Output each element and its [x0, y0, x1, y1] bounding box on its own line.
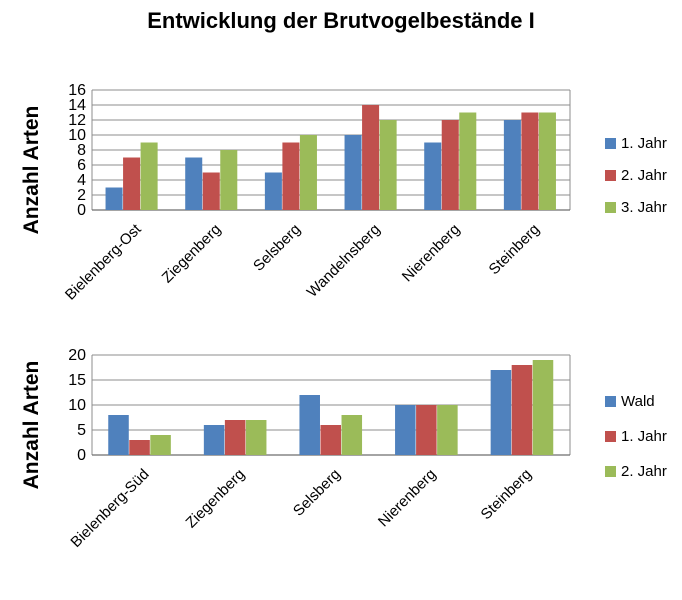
chart1-bar-bielenberg-ost-series1 — [105, 187, 123, 210]
chart1-bar-nierenberg-series1 — [424, 142, 442, 210]
chart1-bar-selsberg-series3 — [299, 135, 317, 210]
chart1-legend-swatch — [605, 138, 616, 149]
chart1-ytick-label: 16 — [68, 82, 86, 99]
chart2-bar-steinberg-series2 — [511, 365, 533, 455]
chart2-bar-selsberg-series1 — [299, 395, 320, 455]
chart1-category-label: Bielenberg-Ost — [62, 220, 145, 303]
chart1-ytick-label: 6 — [77, 157, 86, 174]
chart2-bar-bielenberg-süd-series3 — [150, 435, 171, 455]
chart1-bar-wandelnsberg-series1 — [344, 135, 362, 210]
chart2-ytick-label: 5 — [77, 422, 86, 439]
chart1-category-label: Steinberg — [486, 221, 543, 278]
chart1-bar-steinberg-series1 — [503, 120, 521, 210]
chart2-ytick-label: 10 — [68, 397, 86, 414]
chart2-legend-label: 2. Jahr — [621, 463, 667, 480]
chart1-category-label: Selsberg — [250, 221, 304, 275]
chart2-ytick-label: 15 — [68, 372, 86, 389]
chart2-bar-selsberg-series2 — [320, 425, 342, 455]
chart1-bar-selsberg-series1 — [264, 172, 282, 210]
chart1-ytick-label: 14 — [68, 97, 86, 114]
chart-title: Entwicklung der Brutvogelbestände I — [147, 8, 535, 33]
chart1-bar-nierenberg-series2 — [441, 120, 459, 210]
chart1-bar-ziegenberg-series3 — [220, 150, 238, 210]
chart1-legend-label: 1. Jahr — [621, 135, 667, 152]
chart2-bar-nierenberg-series1 — [395, 405, 416, 455]
chart1-ytick-label: 8 — [77, 142, 86, 159]
chart1-legend-swatch — [605, 202, 616, 213]
chart1-legend-swatch — [605, 170, 616, 181]
chart1-ytick-label: 12 — [68, 112, 86, 129]
chart2-bar-nierenberg-series2 — [416, 405, 437, 455]
chart2-bar-ziegenberg-series2 — [224, 420, 246, 455]
chart1-ytick-label: 2 — [77, 187, 86, 204]
chart1-bar-wandelnsberg-series2 — [362, 105, 380, 210]
chart2-bar-bielenberg-süd-series2 — [129, 440, 150, 455]
chart1-bar-nierenberg-series3 — [459, 112, 477, 210]
chart2-legend-swatch — [605, 396, 616, 407]
chart1-bar-steinberg-series3 — [538, 112, 556, 210]
chart2-bar-steinberg-series3 — [532, 360, 554, 455]
chart1-bar-steinberg-series2 — [521, 112, 539, 210]
chart2-category-label: Selsberg — [290, 466, 344, 520]
chart1-bar-ziegenberg-series2 — [202, 172, 220, 210]
chart1-legend-label: 2. Jahr — [621, 167, 667, 184]
chart1-bar-selsberg-series2 — [282, 142, 300, 210]
chart2-category-label: Bielenberg-Süd — [67, 466, 152, 551]
chart2-legend-label: 1. Jahr — [621, 428, 667, 445]
chart2-bar-nierenberg-series3 — [437, 405, 458, 455]
chart2-category-label: Ziegenberg — [183, 466, 249, 532]
chart2-bar-bielenberg-süd-series1 — [108, 415, 129, 455]
chart1-category-label: Ziegenberg — [159, 221, 225, 287]
chart2-bar-steinberg-series1 — [490, 370, 512, 455]
chart1-bar-wandelnsberg-series3 — [379, 120, 397, 210]
chart2-y-axis-label: Anzahl Arten — [20, 361, 43, 490]
chart2-legend-swatch — [605, 466, 616, 477]
chart1-ytick-label: 4 — [77, 172, 86, 189]
chart1-ytick-label: 0 — [77, 202, 86, 219]
chart1-category-label: Wandelnsberg — [304, 221, 384, 301]
chart1-legend-label: 3. Jahr — [621, 199, 667, 216]
chart2-bar-ziegenberg-series1 — [203, 425, 225, 455]
chart2-ytick-label: 20 — [68, 347, 86, 364]
chart2-legend-swatch — [605, 431, 616, 442]
chart1-bar-bielenberg-ost-series3 — [140, 142, 158, 210]
chart2-ytick-label: 0 — [77, 447, 86, 464]
chart1-bar-bielenberg-ost-series2 — [123, 157, 141, 210]
chart1-y-axis-label: Anzahl Arten — [20, 106, 43, 235]
chart2-bar-ziegenberg-series3 — [245, 420, 267, 455]
chart1-category-label: Nierenberg — [399, 221, 464, 286]
chart2-legend-label: Wald — [621, 393, 655, 410]
chart2-category-label: Nierenberg — [375, 466, 440, 531]
chart1-ytick-label: 10 — [68, 127, 86, 144]
chart2-bar-selsberg-series3 — [341, 415, 363, 455]
chart2-category-label: Steinberg — [478, 466, 535, 523]
chart1-bar-ziegenberg-series1 — [185, 157, 203, 210]
